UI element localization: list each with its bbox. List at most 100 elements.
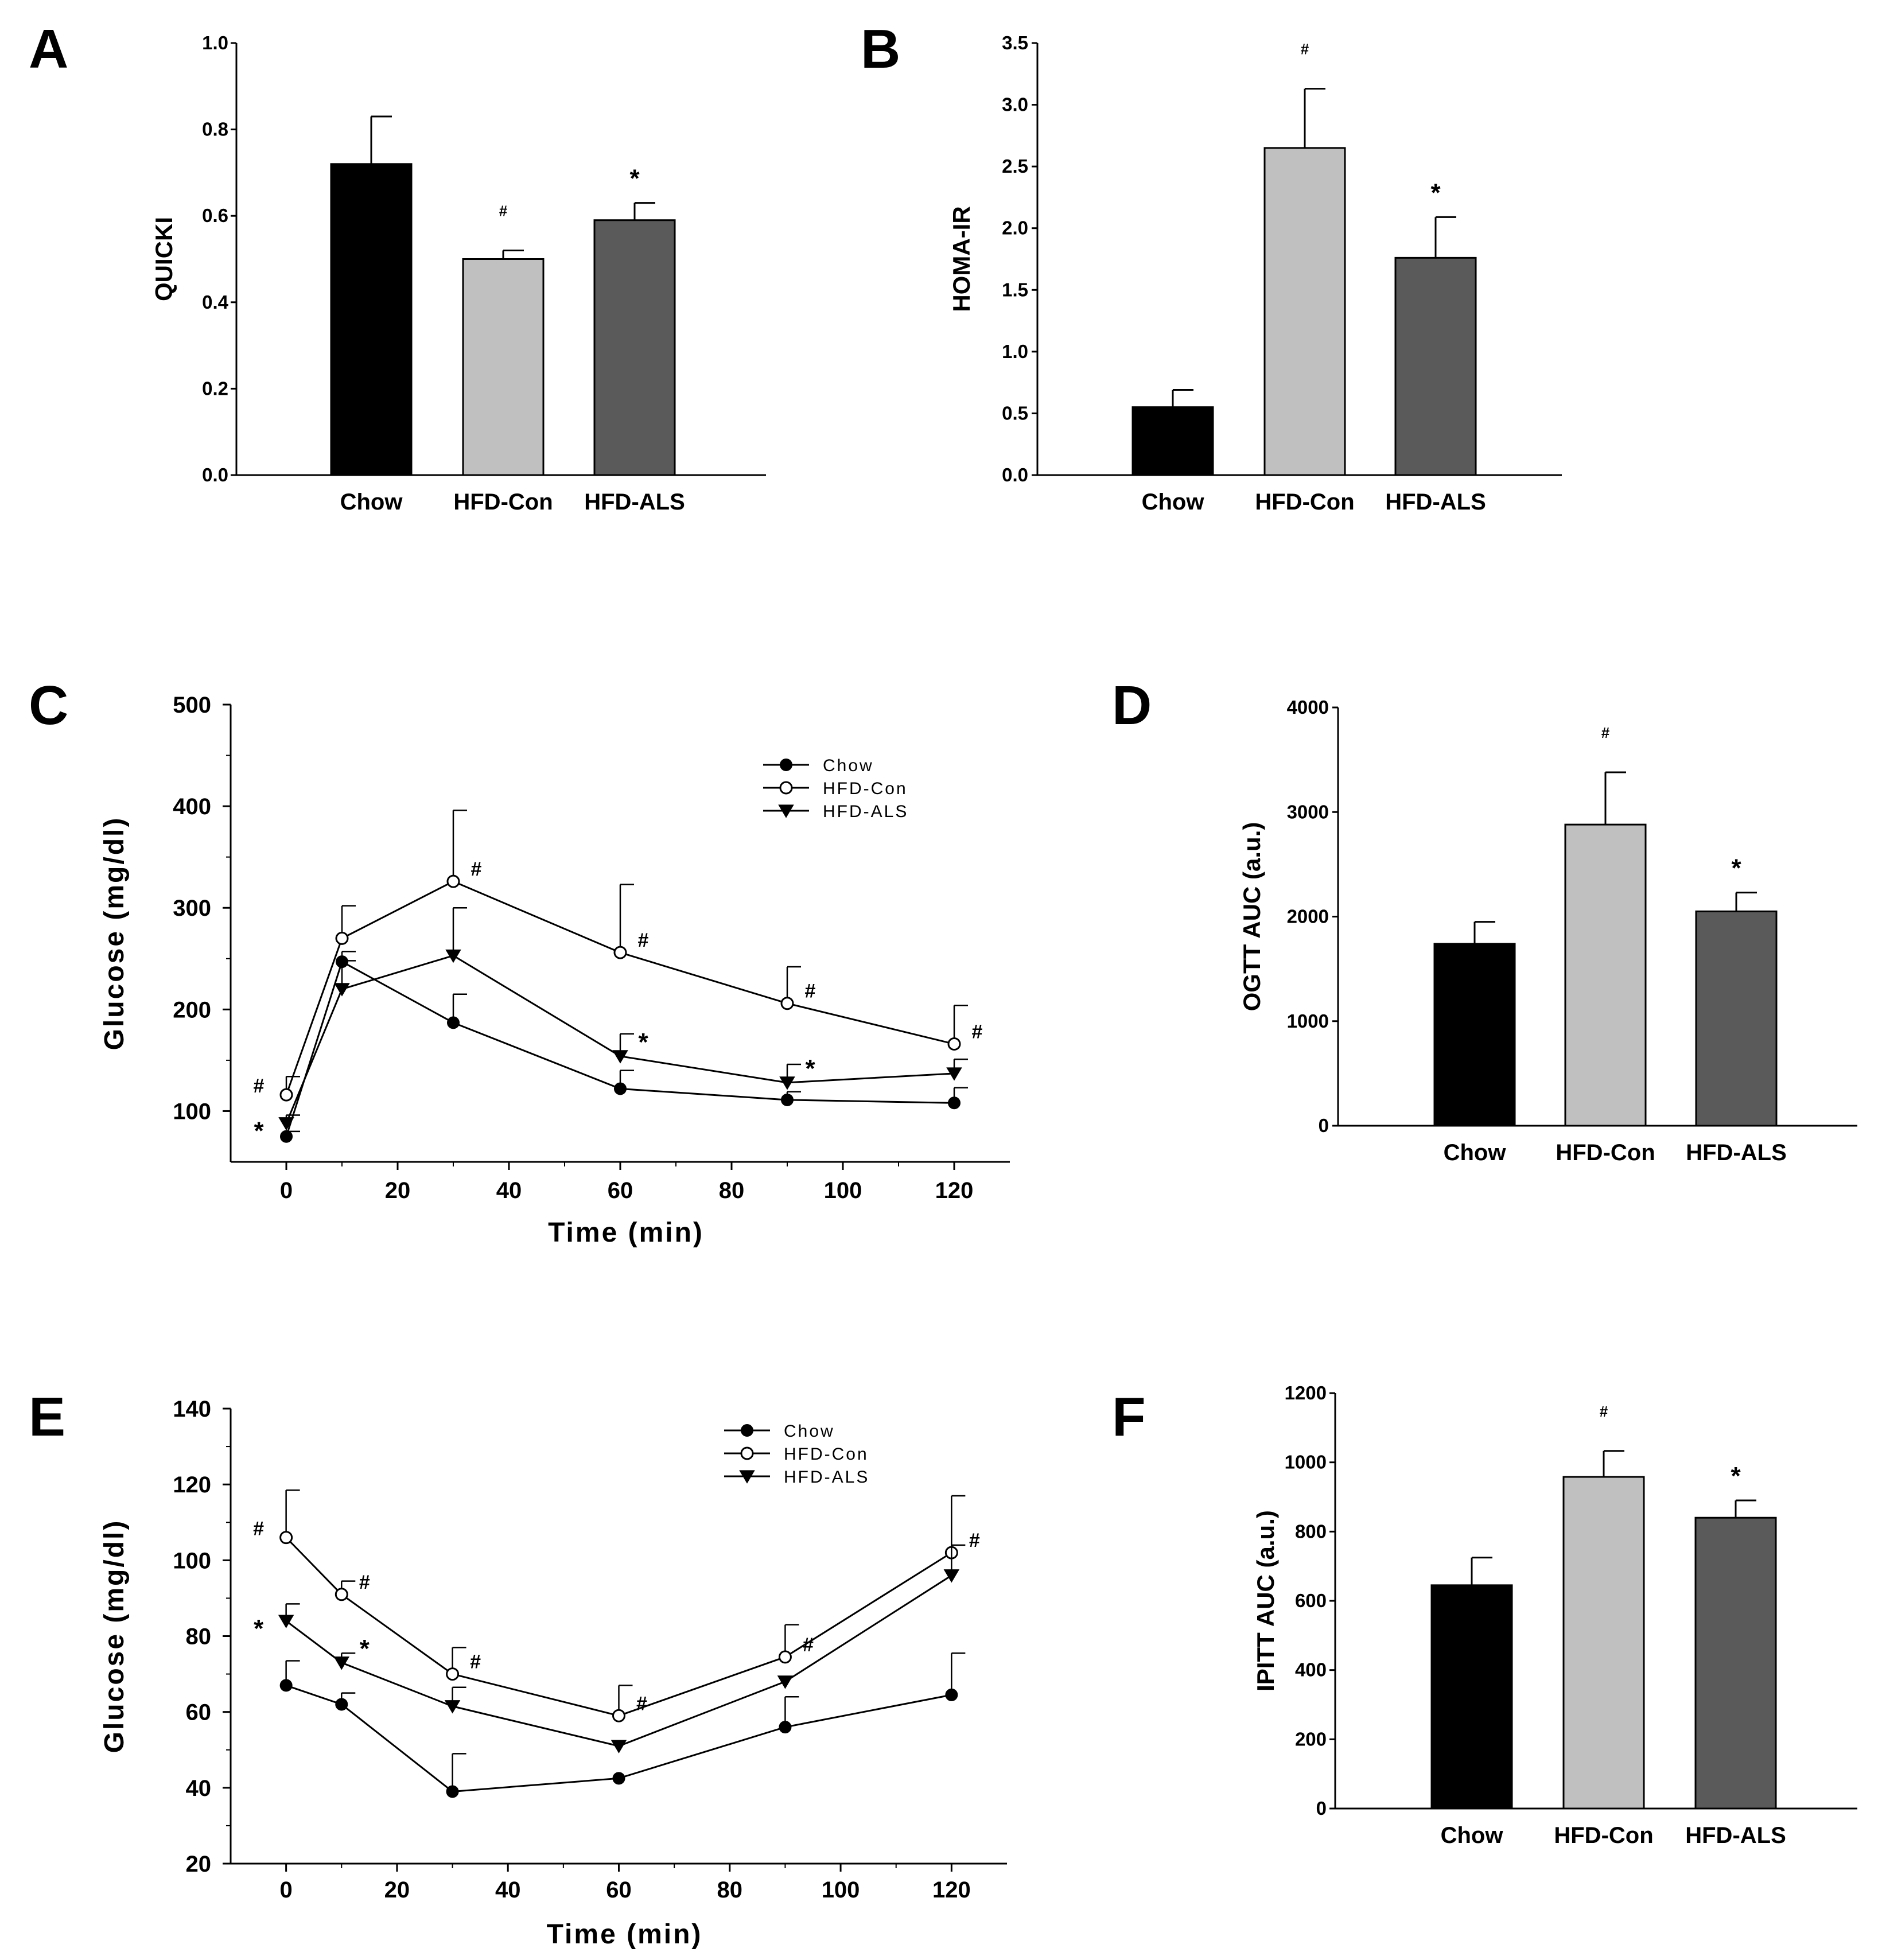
legend-marker xyxy=(741,1424,753,1437)
legend-label: HFD-ALS xyxy=(823,802,908,821)
bar-chow xyxy=(1430,1584,1513,1810)
data-point xyxy=(947,1037,961,1051)
panel-letter: C xyxy=(29,675,68,736)
significance-star: * xyxy=(1731,854,1741,882)
y-tick-label: 300 xyxy=(173,896,211,921)
y-tick-label: 1000 xyxy=(1285,1452,1327,1473)
y-axis-title: QUICKI xyxy=(150,217,177,301)
series-chow xyxy=(279,1652,966,1798)
x-tick-label: 20 xyxy=(384,1877,410,1903)
data-point xyxy=(777,1675,794,1689)
data-point xyxy=(447,1016,460,1029)
significance-hash: # xyxy=(1601,724,1610,741)
significance-hash: # xyxy=(969,1530,980,1551)
series-hfd-con xyxy=(279,809,968,1102)
data-point xyxy=(779,1721,792,1734)
series-line xyxy=(286,1684,952,1792)
x-axis-title: Time (min) xyxy=(547,1919,703,1950)
y-tick-label: 200 xyxy=(1295,1728,1327,1749)
data-point xyxy=(946,1067,962,1081)
x-tick-label: 80 xyxy=(717,1877,743,1903)
x-tick-label: 100 xyxy=(822,1877,860,1903)
y-tick-label: 400 xyxy=(1295,1659,1327,1681)
data-point xyxy=(334,983,350,997)
bar-hfd-con xyxy=(1562,1476,1645,1810)
y-tick-label: 1200 xyxy=(1285,1382,1327,1403)
data-point xyxy=(335,1698,348,1711)
panel-d: D 0 1000 2000 3000 4000 OGTT AUC (a.u.) Chow HFD… xyxy=(1112,675,1857,1165)
y-tick-label: 80 xyxy=(186,1624,212,1650)
x-tick-label: 120 xyxy=(932,1877,971,1903)
category-label: HFD-ALS xyxy=(1685,1823,1786,1848)
y-tick-label: 40 xyxy=(186,1776,212,1801)
x-tick-label: 100 xyxy=(824,1178,862,1203)
x-tick-label: 0 xyxy=(280,1877,293,1903)
data-point xyxy=(335,1588,348,1601)
data-point xyxy=(279,1679,293,1692)
bar-hfd-als xyxy=(1394,256,1477,476)
series-line xyxy=(285,960,955,1137)
panel-letter: F xyxy=(1112,1386,1146,1448)
x-tick-label: 60 xyxy=(608,1178,633,1203)
bar-chow xyxy=(1433,943,1516,1127)
panel-letter: E xyxy=(29,1386,65,1448)
legend-label: Chow xyxy=(823,756,874,775)
y-tick-label: 60 xyxy=(186,1700,212,1725)
y-tick-label: 2.5 xyxy=(1002,155,1028,177)
data-point xyxy=(333,1656,350,1670)
significance-star: * xyxy=(629,165,640,193)
data-point xyxy=(278,1117,294,1131)
bar-hfd-con xyxy=(462,258,545,476)
category-label: Chow xyxy=(1142,489,1205,515)
y-tick-label: 0.0 xyxy=(1002,464,1028,485)
legend-marker xyxy=(740,1446,754,1460)
series-line xyxy=(285,954,955,1124)
y-tick-label: 140 xyxy=(173,1397,211,1422)
x-tick-label: 80 xyxy=(719,1178,745,1203)
data-point xyxy=(943,1569,960,1583)
y-tick-label: 3000 xyxy=(1287,801,1329,822)
data-point xyxy=(278,1615,294,1628)
significance-hash: # xyxy=(499,202,508,219)
y-tick-label: 500 xyxy=(173,693,211,718)
data-point xyxy=(446,1785,459,1798)
y-tick-label: 120 xyxy=(173,1472,211,1498)
category-label: HFD-ALS xyxy=(1385,489,1486,515)
y-tick-label: 0.0 xyxy=(202,464,228,485)
data-point xyxy=(279,1088,293,1102)
y-tick-label: 1.0 xyxy=(202,32,228,53)
category-label: HFD-Con xyxy=(1556,1140,1655,1165)
y-tick-label: 1.0 xyxy=(1002,341,1028,362)
legend-marker xyxy=(739,1470,755,1484)
legend: Chow HFD-Con HFD-ALS xyxy=(724,1422,869,1487)
category-label: HFD-ALS xyxy=(584,489,685,515)
panel-letter: D xyxy=(1112,675,1152,736)
significance-hash: # xyxy=(254,1075,265,1097)
data-point xyxy=(612,1709,625,1722)
x-tick-label: 40 xyxy=(495,1877,521,1903)
data-point xyxy=(780,997,794,1010)
y-tick-label: 800 xyxy=(1295,1520,1327,1542)
x-tick-label: 120 xyxy=(935,1178,974,1203)
data-point xyxy=(614,1082,627,1095)
significance-hash: # xyxy=(359,1572,370,1593)
significance-star: * xyxy=(638,1028,648,1056)
y-tick-label: 0.6 xyxy=(202,205,228,226)
significance-hash: # xyxy=(972,1021,983,1043)
y-tick-label: 0.5 xyxy=(1002,402,1028,423)
bar-chow xyxy=(330,163,413,476)
data-point xyxy=(612,1050,628,1064)
category-label: Chow xyxy=(1444,1140,1507,1165)
y-tick-label: 3.5 xyxy=(1002,32,1028,53)
significance-hash: # xyxy=(253,1518,264,1540)
y-tick-label: 200 xyxy=(173,997,211,1022)
significance-star: * xyxy=(360,1635,370,1663)
legend-label: HFD-Con xyxy=(784,1445,869,1464)
significance-hash: # xyxy=(470,1651,481,1673)
y-tick-label: 100 xyxy=(173,1548,211,1573)
bar-hfd-als xyxy=(1694,1516,1777,1810)
significance-hash: # xyxy=(636,1693,647,1714)
data-point xyxy=(280,1130,293,1143)
significance-star: * xyxy=(1430,178,1441,207)
